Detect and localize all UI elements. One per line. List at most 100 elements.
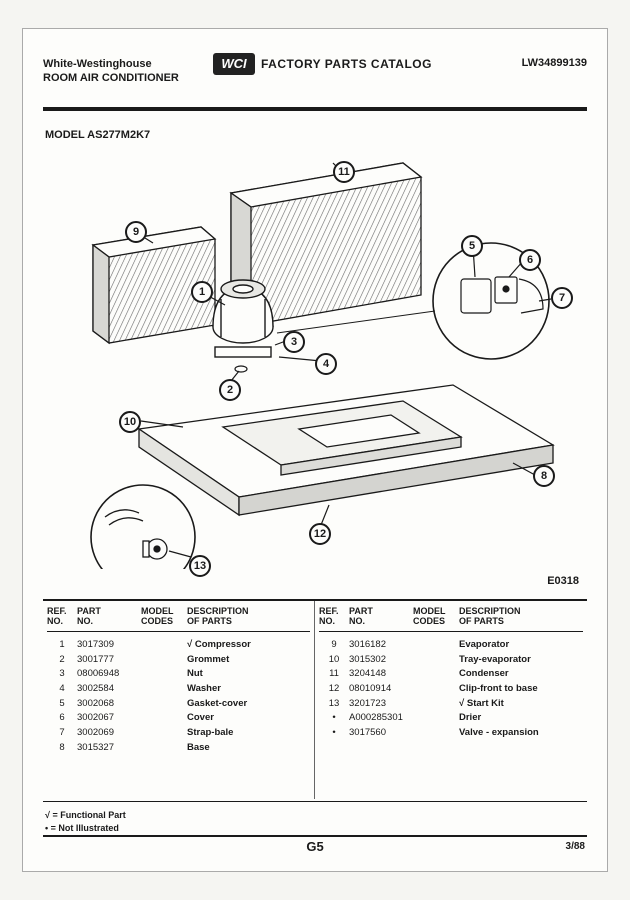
- wci-logo: WCI: [213, 53, 255, 75]
- cell-model: [141, 711, 187, 726]
- cell-desc: Washer: [187, 682, 310, 697]
- parts-table: REF.NO. PARTNO. MODELCODES DESCRIPTIONOF…: [43, 599, 587, 799]
- table-row: •A000285301Drier: [319, 711, 583, 726]
- cell-model: [141, 667, 187, 682]
- table-row: 308006948Nut: [47, 667, 310, 682]
- th-desc: DESCRIPTIONOF PARTS: [187, 607, 310, 627]
- cell-desc: Condenser: [459, 667, 583, 682]
- cell-part: 3016182: [349, 638, 413, 653]
- cell-desc: Base: [187, 741, 310, 756]
- cell-desc: Strap-bale: [187, 726, 310, 741]
- callout-12: 12: [309, 523, 331, 545]
- cell-ref: 2: [47, 653, 77, 668]
- callout-9: 9: [125, 221, 147, 243]
- cell-ref: •: [319, 711, 349, 726]
- page-frame: White-Westinghouse ROOM AIR CONDITIONER …: [22, 28, 608, 872]
- table-header: REF.NO. PARTNO. MODELCODES DESCRIPTIONOF…: [47, 607, 310, 632]
- table-header: REF.NO. PARTNO. MODELCODES DESCRIPTIONOF…: [319, 607, 583, 632]
- cell-ref: 1: [47, 638, 77, 653]
- cell-part: 3204148: [349, 667, 413, 682]
- model-label: MODEL AS277M2K7: [45, 129, 150, 141]
- table-row: •3017560 Valve - expansion: [319, 726, 583, 741]
- cell-model: [141, 697, 187, 712]
- footnote-functional: √ = Functional Part: [45, 809, 126, 822]
- table-row: 53002068Gasket-cover: [47, 697, 310, 712]
- callout-4: 4: [315, 353, 337, 375]
- cell-model: [141, 726, 187, 741]
- cell-model: [141, 682, 187, 697]
- table-row: 83015327 Base: [47, 741, 310, 756]
- cell-ref: 7: [47, 726, 77, 741]
- cell-ref: 10: [319, 653, 349, 668]
- logo-area: WCI FACTORY PARTS CATALOG: [213, 53, 432, 75]
- cell-desc: Valve - expansion: [459, 726, 583, 741]
- cell-ref: 9: [319, 638, 349, 653]
- cell-model: [141, 653, 187, 668]
- table-row: 103015302 Tray-evaporator: [319, 653, 583, 668]
- cell-ref: 4: [47, 682, 77, 697]
- table-right-col: REF.NO. PARTNO. MODELCODES DESCRIPTIONOF…: [315, 601, 587, 799]
- header: White-Westinghouse ROOM AIR CONDITIONER …: [43, 57, 587, 105]
- cell-ref: •: [319, 726, 349, 741]
- callout-3: 3: [283, 331, 305, 353]
- table-row: 1208010914 Clip-front to base: [319, 682, 583, 697]
- table-row: 43002584 Washer: [47, 682, 310, 697]
- footer-rule: [43, 801, 587, 802]
- th-ref: REF.NO.: [47, 607, 77, 627]
- cell-ref: 3: [47, 667, 77, 682]
- cell-model: [413, 697, 459, 712]
- cell-desc: Cover: [187, 711, 310, 726]
- cell-desc: Grommet: [187, 653, 310, 668]
- cell-part: 08010914: [349, 682, 413, 697]
- callout-5: 5: [461, 235, 483, 257]
- th-part: PARTNO.: [349, 607, 413, 627]
- page-number: G5: [306, 839, 323, 854]
- cell-part: 3002067: [77, 711, 141, 726]
- cell-model: [413, 667, 459, 682]
- header-rule: [43, 107, 587, 111]
- exploded-diagram: 11915673421081213: [43, 149, 589, 569]
- cell-ref: 5: [47, 697, 77, 712]
- diagram-ref: E0318: [547, 575, 579, 587]
- callout-6: 6: [519, 249, 541, 271]
- cell-ref: 13: [319, 697, 349, 712]
- cell-part: 3017560: [349, 726, 413, 741]
- callout-2: 2: [219, 379, 241, 401]
- callout-1: 1: [191, 281, 213, 303]
- cell-ref: 8: [47, 741, 77, 756]
- th-part: PARTNO.: [77, 607, 141, 627]
- cell-desc: Tray-evaporator: [459, 653, 583, 668]
- cell-model: [141, 638, 187, 653]
- callout-7: 7: [551, 287, 573, 309]
- cell-part: 3001777: [77, 653, 141, 668]
- th-ref: REF.NO.: [319, 607, 349, 627]
- table-row: 113204148Condenser: [319, 667, 583, 682]
- table-row: 133201723 √ Start Kit: [319, 697, 583, 712]
- th-desc: DESCRIPTIONOF PARTS: [459, 607, 583, 627]
- footer-rule-thick: [43, 835, 587, 837]
- table-row: 73002069 Strap-bale: [47, 726, 310, 741]
- base-pan-shape: [139, 385, 553, 515]
- cell-ref: 12: [319, 682, 349, 697]
- cell-part: 3015327: [77, 741, 141, 756]
- cell-part: 3002069: [77, 726, 141, 741]
- cell-model: [141, 741, 187, 756]
- cell-part: 3201723: [349, 697, 413, 712]
- callout-11: 11: [333, 161, 355, 183]
- cell-model: [413, 726, 459, 741]
- callout-8: 8: [533, 465, 555, 487]
- cell-desc: Nut: [187, 667, 310, 682]
- cell-desc: Clip-front to base: [459, 682, 583, 697]
- cell-desc: Evaporator: [459, 638, 583, 653]
- cell-part: 3002584: [77, 682, 141, 697]
- cell-model: [413, 711, 459, 726]
- cell-model: [413, 682, 459, 697]
- th-model: MODELCODES: [413, 607, 459, 627]
- page-date: 3/88: [566, 841, 585, 852]
- th-model: MODELCODES: [141, 607, 187, 627]
- cell-desc: √ Compressor: [187, 638, 310, 653]
- cell-part: 3015302: [349, 653, 413, 668]
- cell-desc: √ Start Kit: [459, 697, 583, 712]
- cell-model: [413, 653, 459, 668]
- catalog-title: FACTORY PARTS CATALOG: [261, 57, 432, 71]
